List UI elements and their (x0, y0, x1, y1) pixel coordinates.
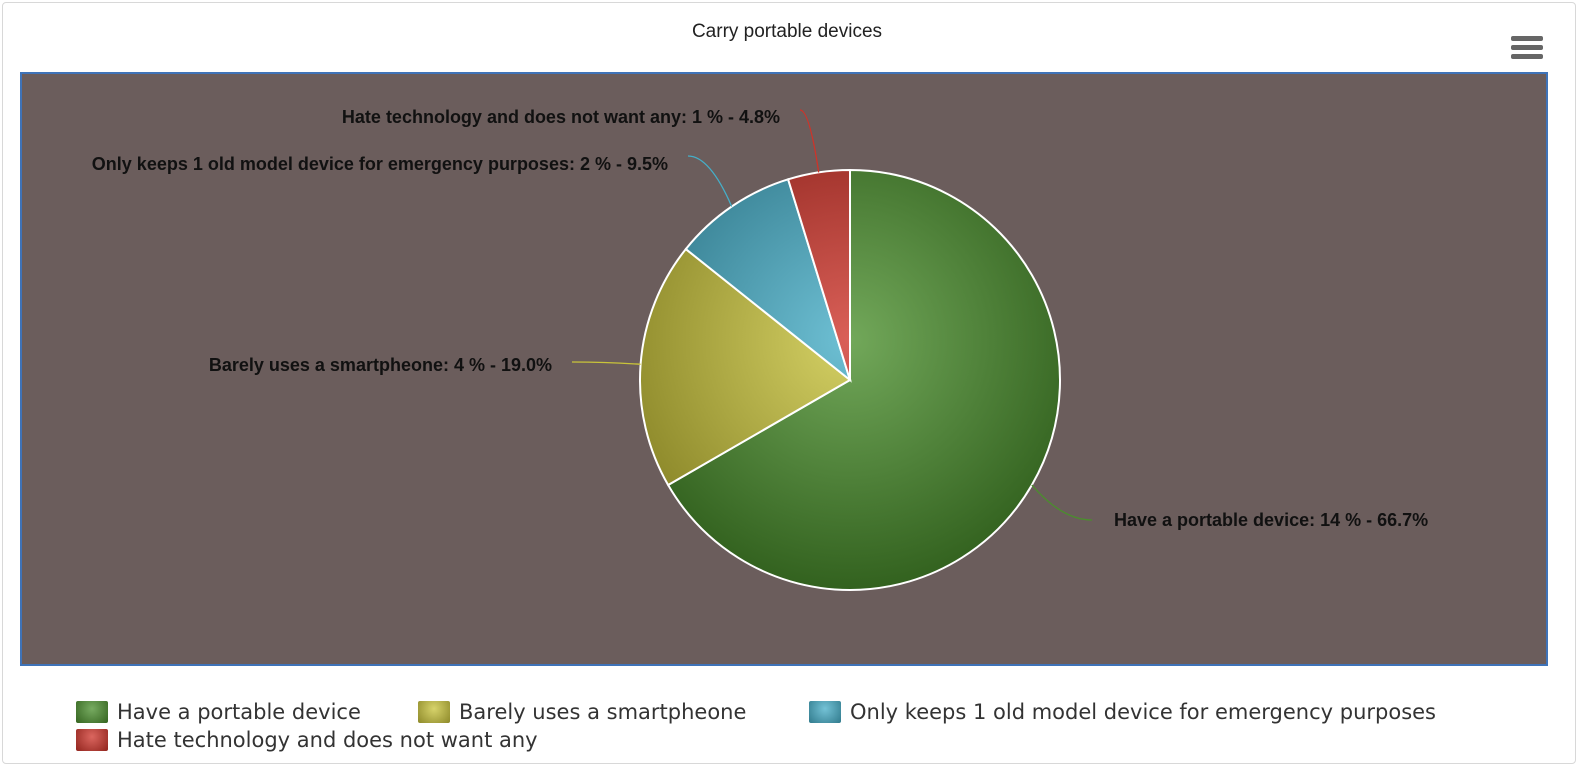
legend-label: Have a portable device (117, 700, 361, 724)
data-label-hate-technology-and-does-not-want-any: Hate technology and does not want any: 1… (342, 107, 780, 127)
pie-slice-barely-uses-a-smartpheone[interactable] (639, 247, 852, 487)
data-label-only-keeps-1-old-model-device-for-emergency-purposes: Only keeps 1 old model device for emerge… (92, 154, 668, 174)
legend-item-hate-technology-and-does-not-want-any[interactable]: Hate technology and does not want any (76, 728, 538, 752)
legend-item-only-keeps-1-old-model-device-for-emergency-purposes[interactable]: Only keeps 1 old model device for emerge… (809, 700, 1436, 724)
legend-item-barely-uses-a-smartpheone[interactable]: Barely uses a smartpheone (418, 700, 746, 724)
hamburger-menu-icon[interactable] (1509, 33, 1545, 63)
legend-swatch (76, 701, 108, 723)
data-label-have-a-portable-device: Have a portable device: 14 % - 66.7% (1114, 510, 1428, 530)
plot-area: Have a portable device: 14 % - 66.7% Bare… (20, 72, 1548, 666)
legend-swatch (418, 701, 450, 723)
pie-slice-have-a-portable-device[interactable] (666, 168, 1061, 591)
pie-chart: Have a portable device: 14 % - 66.7% Bare… (92, 107, 1428, 591)
chart-title: Carry portable devices (691, 21, 883, 42)
connector-only-keeps-1-old-model-device-for-emergency-purposes (687, 155, 733, 207)
legend-label: Only keeps 1 old model device for emerge… (850, 700, 1436, 724)
connector-barely-uses-a-smartpheone (571, 361, 641, 365)
legend-swatch (76, 729, 108, 751)
connector-have-a-portable-device (1031, 484, 1093, 521)
pie-slice-hate-technology-and-does-not-want-any[interactable] (786, 168, 851, 381)
legend-swatch (809, 701, 841, 723)
data-label-barely-uses-a-smartpheone: Barely uses a smartpheone: 4 % - 19.0% (209, 355, 552, 375)
connector-hate-technology-and-does-not-want-any (799, 109, 820, 173)
pie-slice-only-keeps-1-old-model-device-for-emergency-purposes[interactable] (684, 178, 852, 383)
legend-label: Barely uses a smartpheone (459, 700, 747, 724)
legend-item-have-a-portable-device[interactable]: Have a portable device (76, 700, 361, 724)
legend-label: Hate technology and does not want any (117, 728, 538, 752)
